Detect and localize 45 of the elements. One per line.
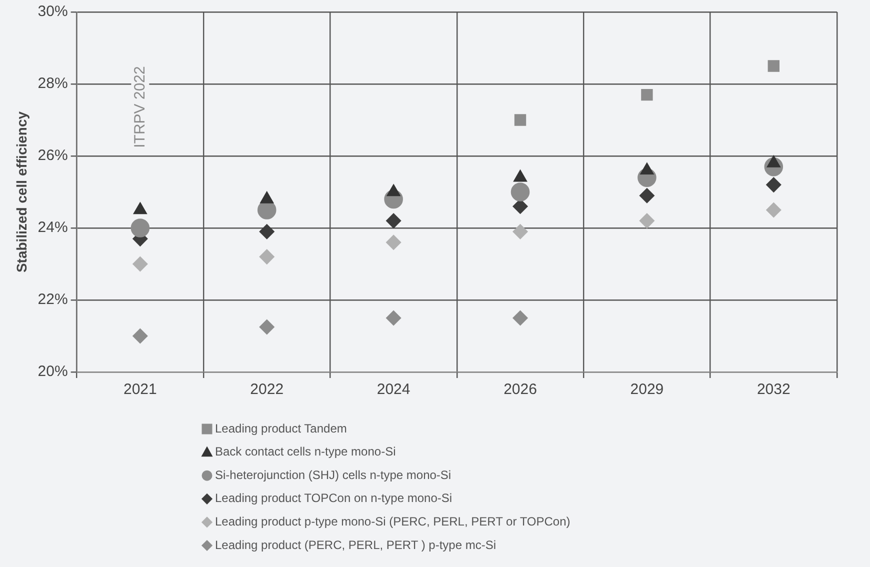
y-tick-label: 30% — [38, 3, 68, 20]
point — [512, 199, 528, 214]
point — [641, 88, 653, 101]
point — [259, 224, 274, 239]
x-tick-label: 2029 — [630, 381, 664, 398]
point — [640, 188, 654, 203]
legend-label: Leading product (PERC, PERL, PERT ) p-type mc-Si — [215, 538, 496, 552]
legend-label: Leading product TOPCon on n-type mono-Si — [215, 491, 452, 506]
point — [512, 224, 528, 239]
point — [387, 184, 400, 196]
y-tick-label: 26% — [38, 147, 68, 164]
point — [132, 328, 148, 344]
y-tick-label: 24% — [38, 219, 68, 236]
x-tick-label: 2032 — [756, 381, 790, 398]
point — [514, 170, 527, 182]
point — [130, 218, 150, 238]
y-tick-label: 22% — [38, 291, 68, 308]
point — [134, 202, 147, 214]
legend-label: Back contact cells n-type mono-Si — [215, 444, 396, 459]
point — [514, 114, 526, 126]
point — [386, 310, 401, 326]
y-tick-label: 20% — [38, 363, 68, 380]
legend-label: Leading product p-type mono-Si (PERC, PERL, PERT or TOPCon) — [215, 514, 570, 529]
point — [386, 235, 401, 250]
x-tick-label: 2026 — [504, 381, 537, 398]
legend-label: Si-heterojunction (SHJ) cells n-type mono-Si — [215, 468, 452, 482]
point — [766, 202, 782, 218]
point — [768, 60, 780, 72]
point — [259, 320, 274, 334]
point — [640, 213, 654, 228]
x-tick-label: 2024 — [376, 381, 410, 398]
annotation: ITRPV 2022 — [131, 66, 148, 148]
legend-label: Leading product Tandem — [215, 421, 347, 436]
point — [132, 256, 148, 272]
point — [386, 213, 401, 228]
x-tick-label: 2021 — [123, 381, 157, 398]
y-axis-title: Stabilized cell efficiency — [13, 111, 30, 273]
x-tick-label: 2022 — [250, 381, 284, 398]
point — [512, 310, 528, 326]
point — [510, 182, 530, 202]
y-tick-label: 28% — [38, 75, 68, 92]
point — [766, 177, 782, 192]
point — [259, 249, 274, 264]
point — [640, 163, 654, 175]
point — [260, 192, 274, 204]
